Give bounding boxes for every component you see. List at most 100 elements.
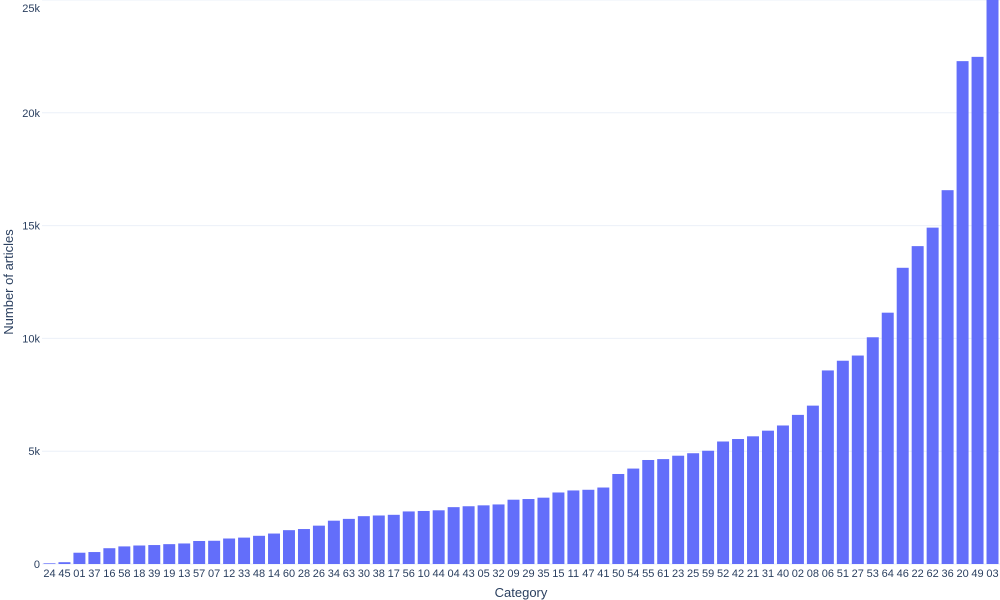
bar-40[interactable] (776, 425, 789, 564)
bar-47[interactable] (582, 489, 595, 564)
bars (43, 0, 999, 565)
x-tick-label: 40 (777, 568, 789, 580)
x-tick-label: 63 (343, 568, 355, 580)
bar-31[interactable] (761, 430, 774, 564)
x-tick-label: 11 (568, 568, 579, 580)
bar-22[interactable] (911, 246, 924, 565)
bar-18[interactable] (133, 545, 146, 564)
bar-64[interactable] (881, 312, 894, 564)
x-tick-label: 57 (193, 568, 205, 580)
bar-57[interactable] (193, 540, 206, 564)
bar-14[interactable] (268, 533, 281, 564)
bar-43[interactable] (462, 506, 475, 564)
x-tick-label: 53 (867, 568, 879, 580)
bar-17[interactable] (387, 514, 400, 564)
bar-24[interactable] (43, 563, 56, 564)
x-tick-label: 62 (927, 568, 939, 580)
bar-48[interactable] (253, 535, 266, 564)
bar-02[interactable] (791, 414, 804, 564)
bar-42[interactable] (732, 439, 745, 564)
bar-33[interactable] (238, 537, 251, 564)
x-tick-label: 64 (882, 568, 894, 580)
x-tick-label: 39 (148, 568, 160, 580)
bar-56[interactable] (402, 511, 415, 564)
bar-35[interactable] (537, 497, 550, 564)
bar-36[interactable] (941, 190, 954, 565)
bar-49[interactable] (971, 56, 984, 565)
bar-52[interactable] (717, 441, 730, 564)
x-tick-label: 21 (747, 568, 759, 580)
bar-50[interactable] (612, 473, 625, 564)
x-tick-label: 61 (657, 568, 669, 580)
bar-08[interactable] (806, 405, 819, 564)
x-tick-label: 34 (328, 568, 340, 580)
bar-62[interactable] (926, 227, 939, 564)
bar-46[interactable] (896, 267, 909, 564)
bar-16[interactable] (103, 548, 116, 564)
bar-29[interactable] (522, 499, 535, 564)
bar-54[interactable] (627, 468, 640, 564)
bar-23[interactable] (672, 455, 685, 564)
bar-34[interactable] (327, 520, 340, 564)
x-tick-label: 43 (462, 568, 474, 580)
x-tick-label: 38 (373, 568, 385, 580)
bar-09[interactable] (507, 499, 520, 564)
bar-45[interactable] (58, 562, 71, 564)
bar-19[interactable] (163, 544, 176, 564)
x-tick-label: 46 (897, 568, 909, 580)
bar-39[interactable] (148, 545, 161, 564)
bar-27[interactable] (851, 355, 864, 564)
bar-60[interactable] (282, 530, 295, 564)
bar-28[interactable] (297, 529, 310, 564)
bar-15[interactable] (552, 492, 565, 564)
x-tick-labels: 24 45 01 37 16 58 18 39 19 13 57 07 12 33 48 14 60 28 26 34… (43, 568, 998, 580)
bar-55[interactable] (642, 459, 655, 564)
y-tick-label: 10k (22, 333, 40, 345)
bar-06[interactable] (821, 370, 834, 564)
x-tick-label: 15 (552, 568, 564, 580)
bar-59[interactable] (702, 450, 715, 564)
y-axis-title: Number of articles (1, 229, 16, 335)
bar-12[interactable] (223, 538, 236, 564)
x-tick-label: 20 (956, 568, 968, 580)
bar-53[interactable] (866, 337, 879, 564)
x-tick-label: 28 (298, 568, 310, 580)
x-tick-label: 60 (283, 568, 295, 580)
bar-21[interactable] (747, 436, 760, 564)
x-tick-label: 58 (118, 568, 130, 580)
bar-61[interactable] (657, 459, 670, 564)
y-tick-label: 20k (22, 108, 40, 120)
bar-03[interactable] (986, 0, 999, 564)
x-tick-label: 49 (971, 568, 983, 580)
bar-44[interactable] (432, 510, 445, 564)
x-tick-label: 47 (582, 568, 594, 580)
bar-20[interactable] (956, 61, 969, 564)
x-tick-label: 30 (358, 568, 370, 580)
x-tick-label: 05 (477, 568, 489, 580)
bar-38[interactable] (372, 515, 385, 564)
bar-63[interactable] (342, 518, 355, 564)
bar-26[interactable] (312, 525, 325, 564)
bar-01[interactable] (73, 552, 86, 564)
x-tick-label: 35 (537, 568, 549, 580)
bar-51[interactable] (836, 360, 849, 564)
bar-58[interactable] (118, 546, 131, 564)
x-tick-label: 03 (986, 568, 998, 580)
x-tick-label: 29 (522, 568, 534, 580)
x-tick-label: 24 (43, 568, 55, 580)
bar-07[interactable] (208, 540, 221, 564)
bar-04[interactable] (447, 507, 460, 564)
x-tick-label: 59 (702, 568, 714, 580)
bar-10[interactable] (417, 510, 430, 564)
x-tick-label: 17 (388, 568, 400, 580)
x-tick-label: 26 (313, 568, 325, 580)
bar-37[interactable] (88, 552, 101, 564)
bar-11[interactable] (567, 490, 580, 564)
bar-05[interactable] (477, 505, 490, 564)
bar-13[interactable] (178, 543, 191, 564)
bar-25[interactable] (687, 453, 700, 564)
bar-30[interactable] (357, 516, 370, 564)
x-tick-label: 56 (403, 568, 415, 580)
bar-32[interactable] (492, 504, 505, 564)
bar-41[interactable] (597, 487, 610, 564)
